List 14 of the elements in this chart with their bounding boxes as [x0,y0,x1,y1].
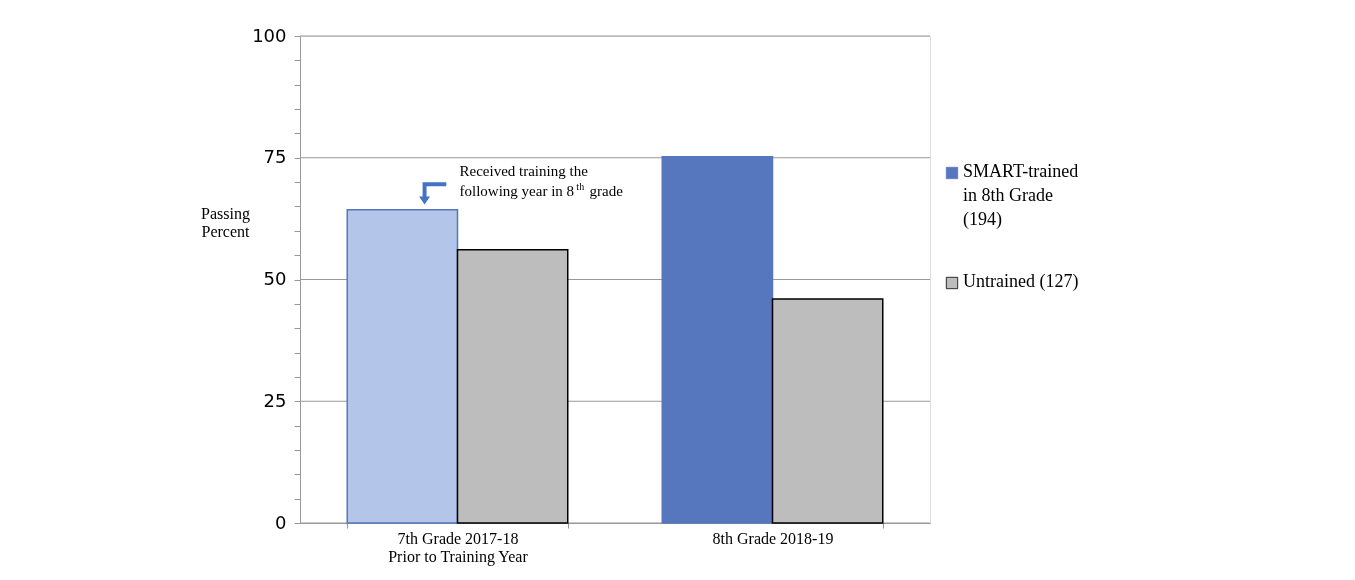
y-tick-label: 75 [263,146,287,168]
x-tick-label: 8th Grade 2018-19 [712,529,834,547]
x-tick-label: 7th Grade 2017-18 Prior to Training Year [388,529,529,566]
y-tick-label: 0 [275,511,287,533]
y-axis-title: Passing Percent [201,204,251,240]
bar [771,298,884,524]
y-tick-label: 50 [263,268,287,289]
bar [346,209,459,524]
bar [661,156,774,524]
y-tick-label: 100 [252,24,287,46]
legend-label: Untrained (127) [963,271,1079,292]
bar [456,249,569,524]
y-tick-label: 25 [263,389,287,411]
legend-label: SMART-trained in 8th Grade (194) [963,161,1079,230]
